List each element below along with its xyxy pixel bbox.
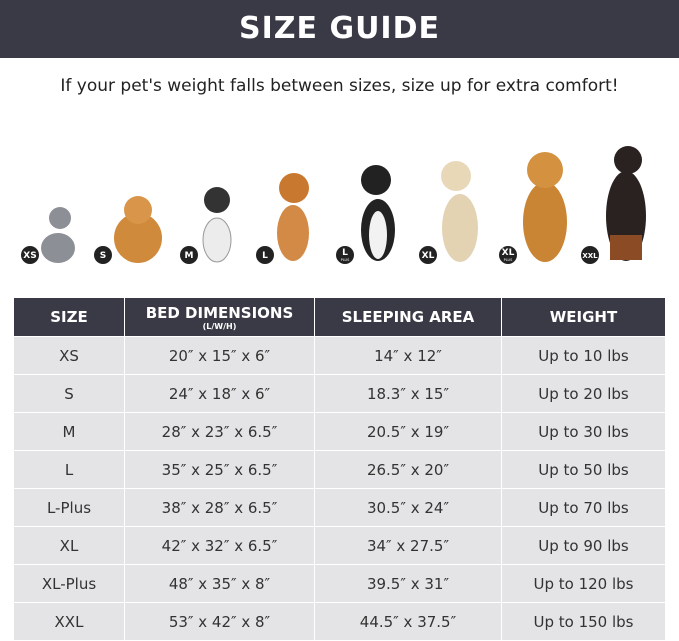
cell-text: XS [59, 346, 79, 365]
table-cell: Up to 10 lbs [502, 337, 665, 374]
table-cell: 48″ x 35″ x 8″ [125, 565, 314, 602]
table-cell: 38″ x 28″ x 6.5″ [125, 489, 314, 526]
size-badge [336, 246, 354, 264]
subtitle: If your pet's weight falls between sizes… [60, 76, 619, 96]
table-cell: 34″ x 27.5″ [315, 527, 501, 564]
cell-text: S [64, 384, 74, 403]
cell-text: Up to 30 lbs [538, 422, 629, 441]
cell-text: Up to 20 lbs [538, 384, 629, 403]
size-badge [180, 246, 198, 264]
badge-label: XS [23, 251, 36, 261]
table-cell: XS [14, 337, 124, 374]
cell-text: Up to 150 lbs [533, 612, 634, 631]
table-cell: 53″ x 42″ x 8″ [125, 603, 314, 640]
table-cell: 20.5″ x 19″ [315, 413, 501, 450]
badge-label: M [185, 251, 194, 261]
table-cell: XL-Plus [14, 565, 124, 602]
badge-label: XL [422, 251, 435, 261]
cell-text: XL [59, 536, 79, 555]
cell-text: 20″ x 15″ x 6″ [168, 346, 271, 365]
table-cell: 39.5″ x 31″ [315, 565, 501, 602]
badge-label: XL [502, 248, 515, 258]
cell-text: Up to 50 lbs [538, 460, 629, 479]
size-badge [256, 246, 274, 264]
cell-text: Up to 10 lbs [538, 346, 629, 365]
size-badge [21, 246, 39, 264]
title: SIZE GUIDE [0, 0, 679, 58]
column-header: WEIGHT [502, 298, 665, 336]
size-badge [94, 246, 112, 264]
cell-text: XL-Plus [41, 574, 97, 593]
column-header: BED DIMENSIONS (L/W/H) [125, 298, 314, 336]
pet-silhouettes [41, 146, 646, 263]
table-cell: Up to 70 lbs [502, 489, 665, 526]
cell-text: 48″ x 35″ x 8″ [168, 574, 271, 593]
table-cell: M [14, 413, 124, 450]
badge-sub: PLUS [341, 258, 350, 262]
cell-text: Up to 70 lbs [538, 498, 629, 517]
table-cell: 35″ x 25″ x 6.5″ [125, 451, 314, 488]
cell-text: 20.5″ x 19″ [366, 422, 450, 441]
table-cell: XXL [14, 603, 124, 640]
cell-text: 39.5″ x 31″ [366, 574, 450, 593]
column-label: SLEEPING AREA [341, 308, 475, 326]
column-label: SIZE [50, 308, 88, 326]
table-cell: 18.3″ x 15″ [315, 375, 501, 412]
table-cell: 42″ x 32″ x 6.5″ [125, 527, 314, 564]
table-cell: 20″ x 15″ x 6″ [125, 337, 314, 374]
table-cell: 30.5″ x 24″ [315, 489, 501, 526]
cell-text: 53″ x 42″ x 8″ [168, 612, 271, 631]
cell-text: Up to 90 lbs [538, 536, 629, 555]
table-cell: Up to 90 lbs [502, 527, 665, 564]
table-cell: Up to 30 lbs [502, 413, 665, 450]
badge-label: S [100, 251, 106, 261]
column-header: SIZE [14, 298, 124, 336]
badge-sub: PLUS [504, 258, 513, 262]
badge-label: L [262, 251, 268, 261]
table-cell: XL [14, 527, 124, 564]
size-badge [419, 246, 437, 264]
badge-label: L [342, 248, 348, 258]
cell-text: L-Plus [46, 498, 92, 517]
table-cell: 24″ x 18″ x 6″ [125, 375, 314, 412]
table-cell: 14″ x 12″ [315, 337, 501, 374]
column-label: BED DIMENSIONS [145, 303, 294, 322]
cell-text: 35″ x 25″ x 6.5″ [161, 460, 278, 479]
table-cell: L [14, 451, 124, 488]
cell-text: XXL [54, 612, 84, 631]
cell-text: 14″ x 12″ [374, 346, 442, 365]
cell-text: 24″ x 18″ x 6″ [168, 384, 271, 403]
cell-text: 44.5″ x 37.5″ [359, 612, 457, 631]
cell-text: L [64, 460, 74, 479]
cell-text: 28″ x 23″ x 6.5″ [161, 422, 278, 441]
column-sublabel: (L/W/H) [202, 321, 237, 331]
table-cell: 44.5″ x 37.5″ [315, 603, 501, 640]
cell-text: 34″ x 27.5″ [366, 536, 450, 555]
table-cell: L-Plus [14, 489, 124, 526]
table-cell: Up to 50 lbs [502, 451, 665, 488]
size-badge [499, 246, 517, 264]
table-cell: Up to 120 lbs [502, 565, 665, 602]
table-cell: 26.5″ x 20″ [315, 451, 501, 488]
badge-label: XXL [582, 252, 598, 260]
size-badge [581, 246, 599, 264]
column-header: SLEEPING AREA [315, 298, 501, 336]
table-cell: Up to 150 lbs [502, 603, 665, 640]
cell-text: Up to 120 lbs [533, 574, 634, 593]
table-cell: 28″ x 23″ x 6.5″ [125, 413, 314, 450]
cell-text: 38″ x 28″ x 6.5″ [161, 498, 278, 517]
cell-text: 30.5″ x 24″ [366, 498, 450, 517]
column-label: WEIGHT [549, 308, 618, 326]
table-cell: S [14, 375, 124, 412]
cell-text: 26.5″ x 20″ [366, 460, 450, 479]
cell-text: 18.3″ x 15″ [366, 384, 450, 403]
table-cell: Up to 20 lbs [502, 375, 665, 412]
cell-text: 42″ x 32″ x 6.5″ [161, 536, 278, 555]
cell-text: M [62, 422, 76, 441]
